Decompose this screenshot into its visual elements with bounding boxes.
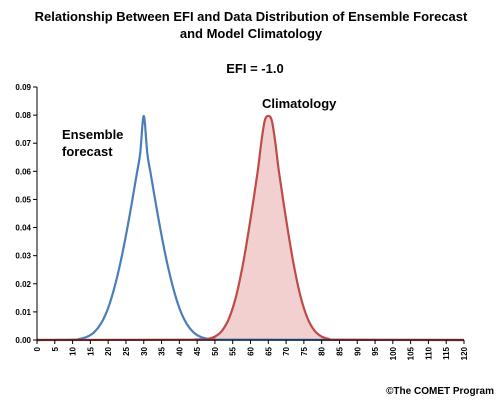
series-label-ensemble-line1: Ensemble [62,127,123,142]
chart-title-line2: and Model Climatology [180,26,323,41]
x-tick-label: 105 [407,346,416,360]
x-tick-label: 85 [335,346,344,355]
series-label-ensemble-line2: forecast [62,144,113,159]
x-tick-label: 80 [318,346,327,355]
series-line-ensemble [36,114,465,342]
x-tick-label: 90 [353,346,362,355]
x-tick-label: 35 [158,346,167,355]
x-tick-label: 55 [229,346,238,355]
x-tick-label: 0 [33,346,42,351]
series-line-climatology [36,114,465,342]
x-tick-label: 20 [104,346,113,355]
x-tick-label: 15 [86,346,95,355]
x-tick-label: 65 [264,346,273,355]
series-label-climatology: Climatology [262,96,337,111]
series-area-climatology [37,115,464,340]
x-tick-label: 95 [371,346,380,355]
y-tick-label: 0.06 [15,167,31,176]
y-tick-label: 0.00 [15,336,31,345]
y-tick-label: 0.07 [15,139,31,148]
x-tick-label: 10 [69,346,78,355]
x-tick-label: 70 [282,346,291,355]
y-tick-label: 0.02 [15,280,31,289]
x-tick-label: 120 [460,346,469,360]
x-tick-label: 5 [51,346,60,351]
x-tick-label: 110 [424,346,433,359]
x-tick-label: 100 [389,346,398,360]
x-tick-label: 45 [193,346,202,355]
x-tick-label: 60 [247,346,256,355]
chart-title-line1: Relationship Between EFI and Data Distri… [35,9,468,24]
y-tick-label: 0.08 [15,111,31,120]
y-tick-label: 0.09 [15,83,31,92]
y-tick-label: 0.04 [15,224,31,233]
y-tick-label: 0.03 [15,252,31,261]
y-tick-label: 0.05 [15,195,31,204]
x-tick-label: 115 [442,346,451,359]
plot-area: 0.00 0.01 0.02 0.03 0.04 0.05 0.06 0.07 0.08 0.09… [15,83,469,360]
x-tick-label: 50 [211,346,220,355]
credit-text: ©The COMET Program [386,386,494,397]
x-tick-label: 40 [175,346,184,355]
y-tick-label: 0.01 [15,308,31,317]
chart-subtitle: EFI = -1.0 [226,61,283,76]
x-tick-label: 25 [122,346,131,355]
x-tick-label: 75 [300,346,309,355]
x-tick-label: 30 [140,346,149,355]
